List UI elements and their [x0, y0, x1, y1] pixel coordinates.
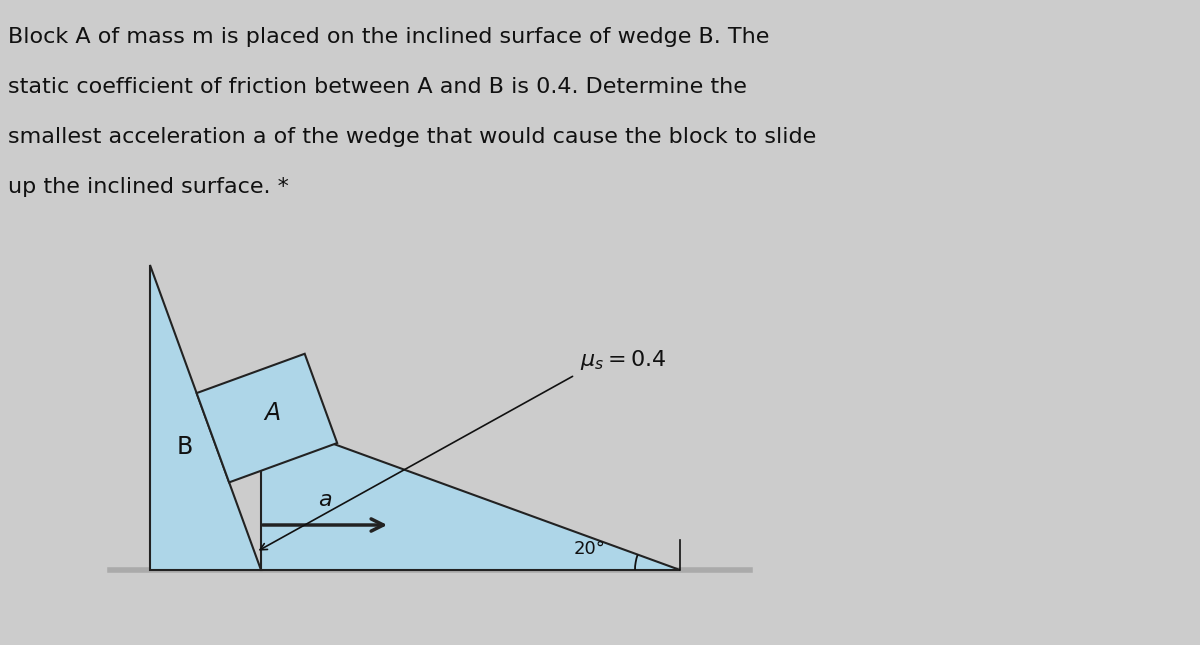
- Text: A: A: [264, 401, 280, 425]
- Text: 20°: 20°: [574, 540, 606, 558]
- Text: smallest acceleration a of the wedge that would cause the block to slide: smallest acceleration a of the wedge tha…: [8, 127, 816, 147]
- Text: up the inclined surface. *: up the inclined surface. *: [8, 177, 289, 197]
- Polygon shape: [150, 265, 262, 570]
- Text: static coefficient of friction between A and B is 0.4. Determine the: static coefficient of friction between A…: [8, 77, 746, 97]
- Polygon shape: [197, 353, 337, 482]
- Text: B: B: [176, 435, 193, 459]
- Polygon shape: [262, 417, 680, 570]
- Text: a: a: [318, 490, 332, 510]
- Text: $\mu_s = 0.4$: $\mu_s = 0.4$: [580, 348, 666, 372]
- Text: Block A of mass m is placed on the inclined surface of wedge B. The: Block A of mass m is placed on the incli…: [8, 27, 769, 47]
